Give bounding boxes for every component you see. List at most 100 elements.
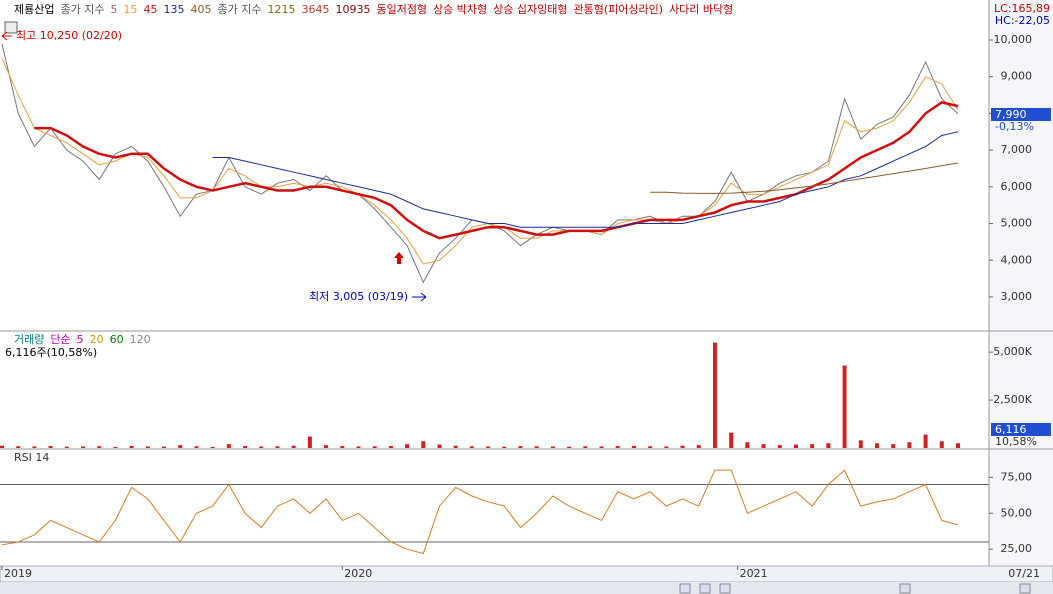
y-tick-label: 10,000	[994, 33, 1033, 46]
volume-bar	[567, 446, 572, 448]
volume-bar	[145, 446, 150, 448]
volume-bar	[956, 443, 960, 448]
volume-bar	[291, 445, 296, 448]
toolbar-buttons[interactable]	[679, 583, 1031, 594]
pattern-label: 상승 십자잉태형	[493, 3, 567, 16]
volume-bar	[793, 444, 798, 448]
volume-bar	[615, 446, 620, 448]
volume-pct-label: 10,58%	[995, 435, 1037, 448]
tool-button[interactable]	[719, 583, 731, 594]
legend-prefix: 단순	[50, 333, 70, 346]
price-line	[1, 58, 959, 265]
legend-entry: 10935	[335, 3, 370, 16]
volume-bar	[113, 446, 118, 448]
legend-entry: 20	[90, 333, 104, 346]
tool-button[interactable]	[899, 583, 911, 594]
volume-bar	[583, 446, 588, 448]
volume-bar	[32, 446, 37, 448]
pattern-label: 사다리 바닥형	[669, 3, 733, 16]
rsi-line	[1, 469, 959, 555]
tool-button[interactable]	[1019, 583, 1031, 594]
volume-bar	[243, 446, 248, 448]
y-tick-label: 3,000	[1001, 290, 1033, 303]
volume-bar	[324, 445, 329, 448]
volume-bar	[826, 443, 831, 448]
y-tick-label: 2,500K	[993, 393, 1032, 406]
tool-button[interactable]	[699, 583, 711, 594]
volume-bar	[453, 445, 458, 448]
volume-bar	[307, 436, 312, 448]
y-tick-label: 75,00	[1001, 470, 1033, 483]
price-line	[34, 101, 959, 240]
legend-prefix: 종가 지수	[60, 3, 104, 16]
volume-bar	[518, 446, 523, 448]
volume-bar	[16, 446, 21, 448]
y-tick-label: 25,00	[1001, 542, 1033, 555]
annotation-arrow	[1, 31, 12, 41]
legend-entry: 120	[130, 333, 151, 346]
volume-bar	[486, 446, 491, 448]
y-tick-label: 4,000	[1001, 253, 1033, 266]
cursor-date: 07/21	[1008, 567, 1040, 580]
lc-label: LC:165,89	[994, 2, 1050, 15]
volume-bar	[777, 445, 782, 448]
price-box	[991, 108, 1051, 121]
y-tick-label: 50,00	[1001, 506, 1033, 519]
volume-bar	[437, 444, 442, 448]
volume-bar	[48, 446, 53, 448]
volume-bar	[923, 434, 928, 448]
y-tick-label: 9,000	[1001, 70, 1033, 83]
y-tick-label: 5,000	[1001, 217, 1033, 230]
volume-bar	[631, 445, 636, 448]
tool-button[interactable]	[679, 583, 691, 594]
x-tick-label: 2020	[344, 567, 372, 580]
volume-bar	[178, 445, 183, 448]
volume-bar	[664, 446, 669, 448]
pattern-label: 상승 박차형	[433, 3, 487, 16]
y-tick-label: 6,000	[1001, 180, 1033, 193]
axis-area	[989, 0, 1053, 566]
volume-bar	[97, 446, 102, 448]
volume-bar	[858, 440, 863, 448]
x-tick-label: 2021	[740, 567, 768, 580]
y-tick-label: 5,000K	[993, 345, 1032, 358]
volume-bar	[421, 441, 426, 448]
volume-bar	[907, 442, 912, 448]
volume-bar	[680, 445, 685, 448]
price-line	[212, 131, 959, 228]
annotation-arrow	[412, 292, 427, 302]
legend-entry: 5	[110, 3, 117, 16]
volume-bar	[712, 342, 717, 448]
pattern-label: 동일저점형	[376, 2, 427, 16]
volume-bar	[259, 446, 264, 448]
x-tick-label: 2019	[4, 567, 32, 580]
legend-entry: 60	[110, 333, 124, 346]
panel-title: 거래량	[14, 333, 44, 346]
price-box-label: 7,990	[995, 108, 1027, 121]
volume-info: 6,116주(10,58%)	[5, 346, 97, 359]
annotation: 최저 3,005 (03/19)	[309, 290, 408, 303]
volume-bar	[0, 445, 4, 448]
volume-bar	[696, 445, 701, 448]
x-axis-bar	[0, 565, 1053, 583]
y-tick-label: 7,000	[1001, 143, 1033, 156]
volume-bar	[891, 444, 896, 448]
volume-bar	[810, 444, 815, 448]
volume-bar	[388, 445, 393, 448]
pattern-label: 관통형(피어싱라인)	[574, 3, 664, 16]
volume-bar	[275, 446, 280, 448]
change-label: -0,13%	[995, 120, 1034, 133]
volume-bar	[534, 446, 539, 448]
volume-bar	[129, 445, 134, 448]
hc-label: HC:-22,05	[995, 14, 1050, 27]
legend-entry: 5	[77, 333, 84, 346]
volume-bar	[469, 446, 474, 448]
volume-bar	[405, 444, 410, 448]
signal-arrow	[394, 252, 404, 264]
volume-bar	[340, 446, 345, 448]
legend-entry: 3645	[301, 3, 329, 16]
menu-icon[interactable]	[4, 21, 18, 34]
volume-bar	[226, 444, 231, 448]
